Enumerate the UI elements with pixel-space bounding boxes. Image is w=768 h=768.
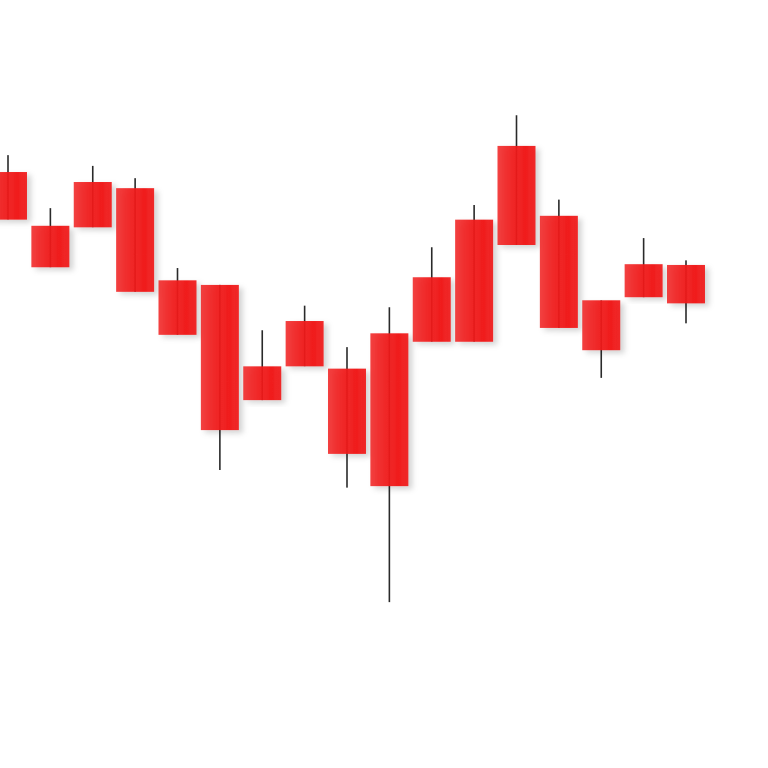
candle-body	[285, 321, 324, 367]
candle-body	[667, 264, 705, 304]
candle-body	[455, 219, 494, 342]
candle-body	[0, 172, 27, 220]
candle-body	[200, 284, 239, 431]
candle-body	[328, 368, 366, 454]
candle-body	[497, 145, 536, 245]
candle-body	[158, 280, 197, 335]
candle-body	[539, 215, 578, 328]
candle-body	[116, 188, 155, 292]
candle-body	[412, 277, 451, 342]
candle-body	[370, 333, 409, 487]
candle-body	[73, 182, 112, 228]
candle-body	[582, 300, 621, 351]
candle-body	[624, 264, 663, 298]
candle-body	[243, 366, 282, 401]
candle-body	[31, 225, 70, 268]
